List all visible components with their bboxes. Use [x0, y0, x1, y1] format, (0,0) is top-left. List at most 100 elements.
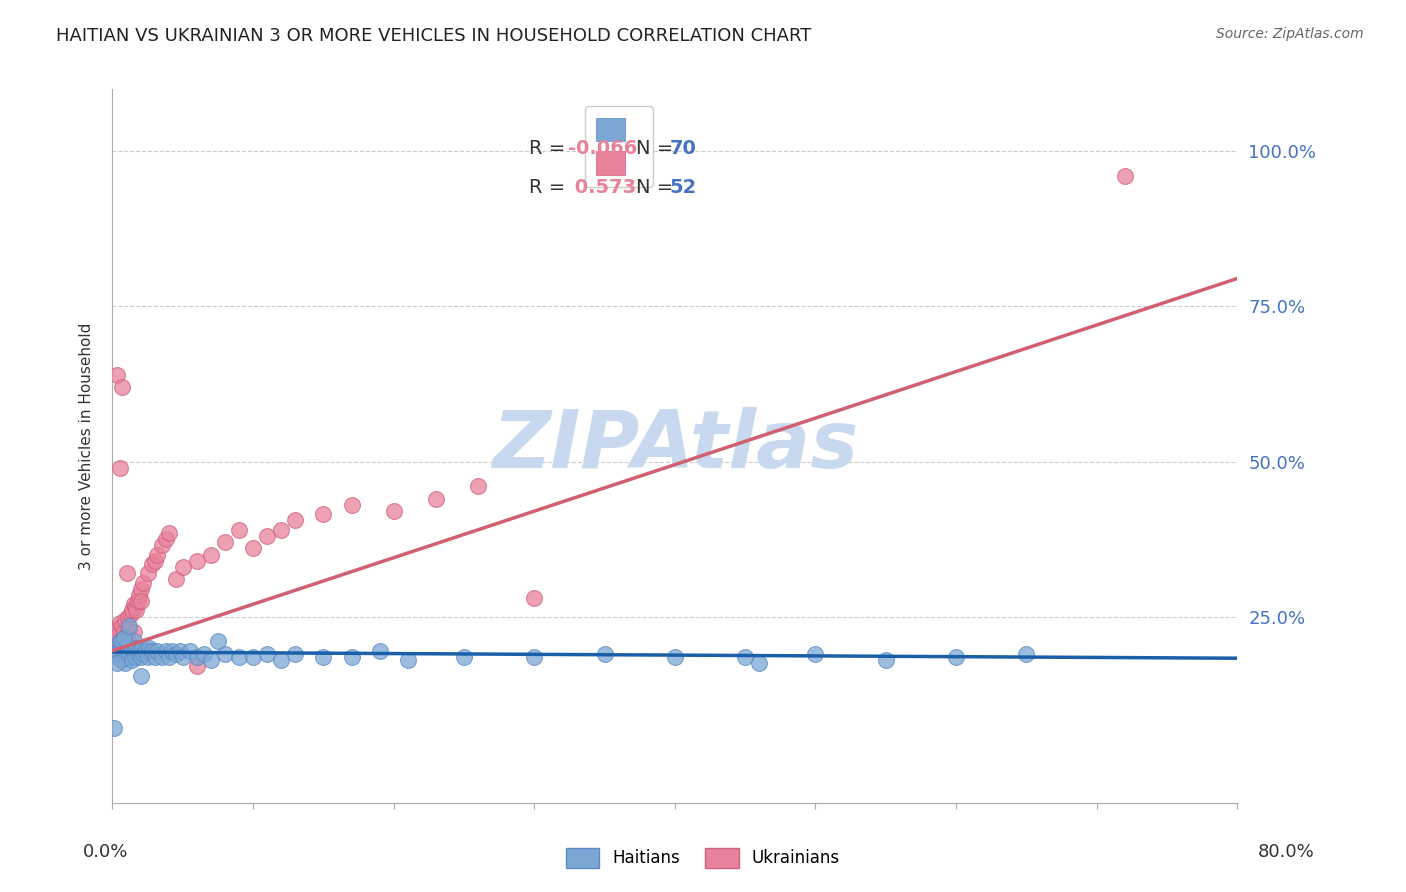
Point [453, 650, 475, 665]
Point [155, 644, 177, 658]
Point [105, 622, 128, 636]
Point [114, 640, 136, 655]
Point [125, 640, 148, 655]
Point [128, 644, 150, 658]
Point [875, 653, 897, 667]
Point [120, 607, 142, 621]
Point [136, 650, 159, 665]
Point [131, 640, 153, 655]
Point [122, 644, 145, 658]
Point [382, 504, 405, 518]
Point [214, 647, 236, 661]
Text: R =: R = [529, 178, 571, 197]
Point [121, 603, 143, 617]
Point [312, 508, 335, 522]
Text: N =: N = [636, 178, 679, 197]
Point [186, 554, 208, 568]
Text: R =: R = [529, 139, 571, 158]
Text: ZIPAtlas: ZIPAtlas [492, 407, 858, 485]
Point [155, 532, 177, 546]
Point [112, 632, 135, 646]
Point [110, 634, 132, 648]
Text: 0.573: 0.573 [568, 178, 636, 197]
Point [132, 647, 155, 661]
Point [132, 575, 155, 590]
Point [128, 588, 150, 602]
Text: 52: 52 [669, 178, 696, 197]
Point [127, 594, 149, 608]
Point [1114, 169, 1136, 183]
Point [160, 644, 183, 658]
Point [138, 640, 160, 655]
Point [112, 625, 135, 640]
Text: HAITIAN VS UKRAINIAN 3 OR MORE VEHICLES IN HOUSEHOLD CORRELATION CHART: HAITIAN VS UKRAINIAN 3 OR MORE VEHICLES … [56, 27, 811, 45]
Point [105, 368, 128, 382]
Point [111, 380, 134, 394]
Point [270, 523, 292, 537]
Point [284, 647, 307, 661]
Point [108, 615, 131, 630]
Point [467, 479, 489, 493]
Point [804, 647, 827, 661]
Point [157, 650, 180, 665]
Point [141, 644, 163, 658]
Point [165, 647, 187, 661]
Legend: Haitians, Ukrainians: Haitians, Ukrainians [560, 841, 846, 875]
Point [748, 656, 770, 670]
Point [340, 650, 363, 665]
Point [129, 582, 152, 596]
Point [122, 634, 145, 648]
Point [157, 525, 180, 540]
Point [122, 625, 145, 640]
Point [118, 650, 141, 665]
Point [125, 603, 148, 617]
Point [165, 573, 187, 587]
Legend: , : , [585, 106, 652, 186]
Point [200, 548, 222, 562]
Point [111, 644, 134, 658]
Point [136, 566, 159, 581]
Point [107, 650, 129, 665]
Point [664, 650, 686, 665]
Point [193, 647, 215, 661]
Point [121, 653, 143, 667]
Point [1015, 647, 1038, 661]
Point [110, 653, 132, 667]
Point [150, 650, 173, 665]
Point [105, 644, 128, 658]
Point [108, 634, 131, 648]
Text: -0.066: -0.066 [568, 139, 637, 158]
Point [368, 644, 391, 658]
Point [228, 523, 250, 537]
Point [118, 619, 141, 633]
Point [108, 640, 131, 655]
Point [114, 613, 136, 627]
Point [129, 668, 152, 682]
Point [214, 535, 236, 549]
Point [136, 644, 159, 658]
Point [143, 554, 166, 568]
Point [186, 650, 208, 665]
Point [284, 513, 307, 527]
Point [124, 600, 146, 615]
Point [523, 650, 546, 665]
Point [270, 653, 292, 667]
Text: 0.0%: 0.0% [83, 843, 128, 861]
Point [242, 541, 264, 556]
Point [945, 650, 967, 665]
Point [111, 619, 134, 633]
Point [141, 557, 163, 571]
Point [111, 638, 134, 652]
Point [169, 644, 191, 658]
Point [115, 566, 138, 581]
Point [425, 491, 447, 506]
Y-axis label: 3 or more Vehicles in Household: 3 or more Vehicles in Household [79, 322, 94, 570]
Point [172, 650, 194, 665]
Point [312, 650, 335, 665]
Point [124, 650, 146, 665]
Point [104, 632, 127, 646]
Point [122, 597, 145, 611]
Text: 70: 70 [669, 139, 696, 158]
Point [104, 647, 127, 661]
Point [129, 594, 152, 608]
